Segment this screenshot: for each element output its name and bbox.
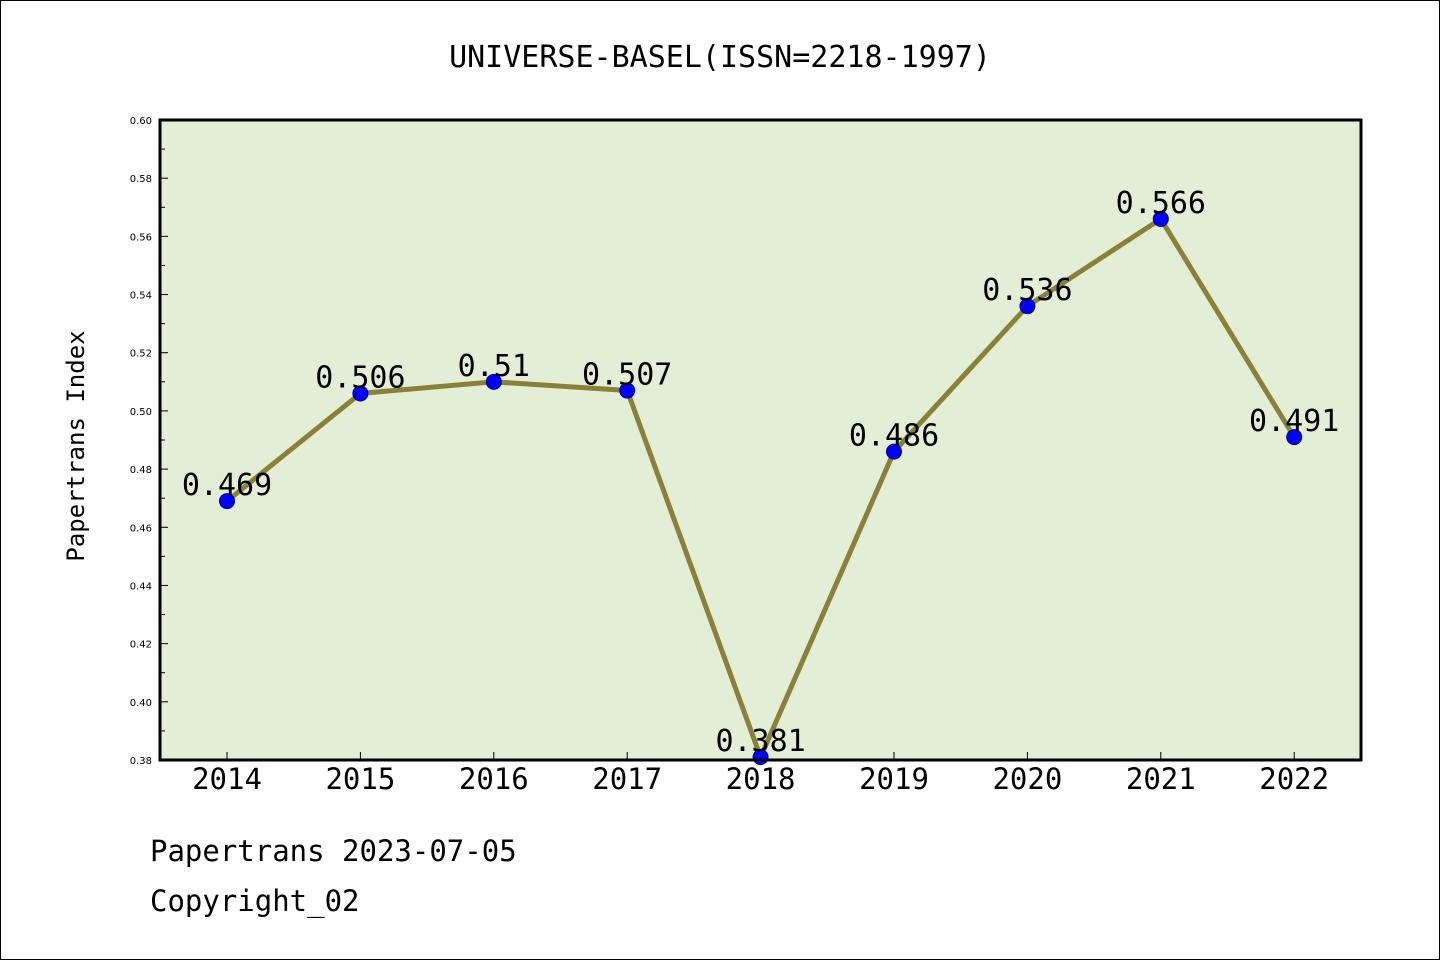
- data-label: 0.507: [582, 358, 672, 393]
- y-axis-label: Papertrans Index: [62, 330, 90, 561]
- y-tick-label: 0.42: [130, 640, 152, 651]
- data-label: 0.536: [982, 273, 1072, 308]
- data-label: 0.566: [1116, 186, 1206, 221]
- x-tick-label: 2021: [1126, 762, 1196, 796]
- x-axis: 2014 2015 2016 2017 2018 2019 2020 2021 2022: [192, 752, 1329, 796]
- y-tick-label: 0.50: [130, 407, 152, 418]
- x-tick-label: 2020: [992, 762, 1062, 796]
- data-point: [1286, 429, 1303, 446]
- data-point: [1152, 210, 1169, 227]
- data-point: [352, 385, 369, 402]
- y-tick-label: 0.56: [130, 232, 152, 243]
- y-tick-label: 0.52: [130, 349, 152, 360]
- x-tick-label: 2014: [192, 762, 262, 796]
- y-tick-label: 0.60: [130, 116, 152, 127]
- data-point: [219, 493, 235, 510]
- x-tick-label: 2022: [1259, 762, 1329, 796]
- data-label: 0.506: [315, 360, 405, 395]
- footer-date: Papertrans 2023-07-05: [150, 834, 517, 868]
- data-label: 0.469: [182, 468, 272, 503]
- x-tick-label: 2018: [726, 762, 796, 796]
- data-label: 0.491: [1249, 404, 1339, 439]
- data-label: 0.486: [849, 419, 939, 454]
- data-labels: 0.469 0.506 0.51 0.507 0.381 0.486 0.536 0.566 0…: [182, 186, 1340, 759]
- x-tick-label: 2016: [459, 762, 529, 796]
- data-point: [1019, 298, 1036, 315]
- chart-title: UNIVERSE-BASEL(ISSN=2218-1997): [449, 40, 991, 75]
- x-tick-label: 2019: [859, 762, 929, 796]
- x-tick-label: 2017: [592, 762, 662, 796]
- y-tick-label: 0.48: [130, 465, 152, 476]
- y-tick-label: 0.54: [130, 291, 152, 302]
- y-tick-label: 0.38: [130, 756, 152, 767]
- plot-border: [158, 118, 1363, 762]
- x-tick-label: 2015: [325, 762, 395, 796]
- y-tick-label: 0.40: [130, 698, 152, 709]
- data-point: [485, 373, 502, 390]
- y-tick-label: 0.58: [130, 174, 152, 185]
- y-tick-label: 0.46: [130, 523, 152, 534]
- footer-copyright: Copyright_02: [150, 884, 360, 918]
- y-tick-label: 0.44: [130, 581, 152, 592]
- data-points: [219, 210, 1303, 766]
- data-point: [619, 382, 636, 399]
- data-point: [886, 443, 902, 460]
- data-label: 0.51: [458, 349, 530, 384]
- data-label: 0.381: [715, 724, 805, 759]
